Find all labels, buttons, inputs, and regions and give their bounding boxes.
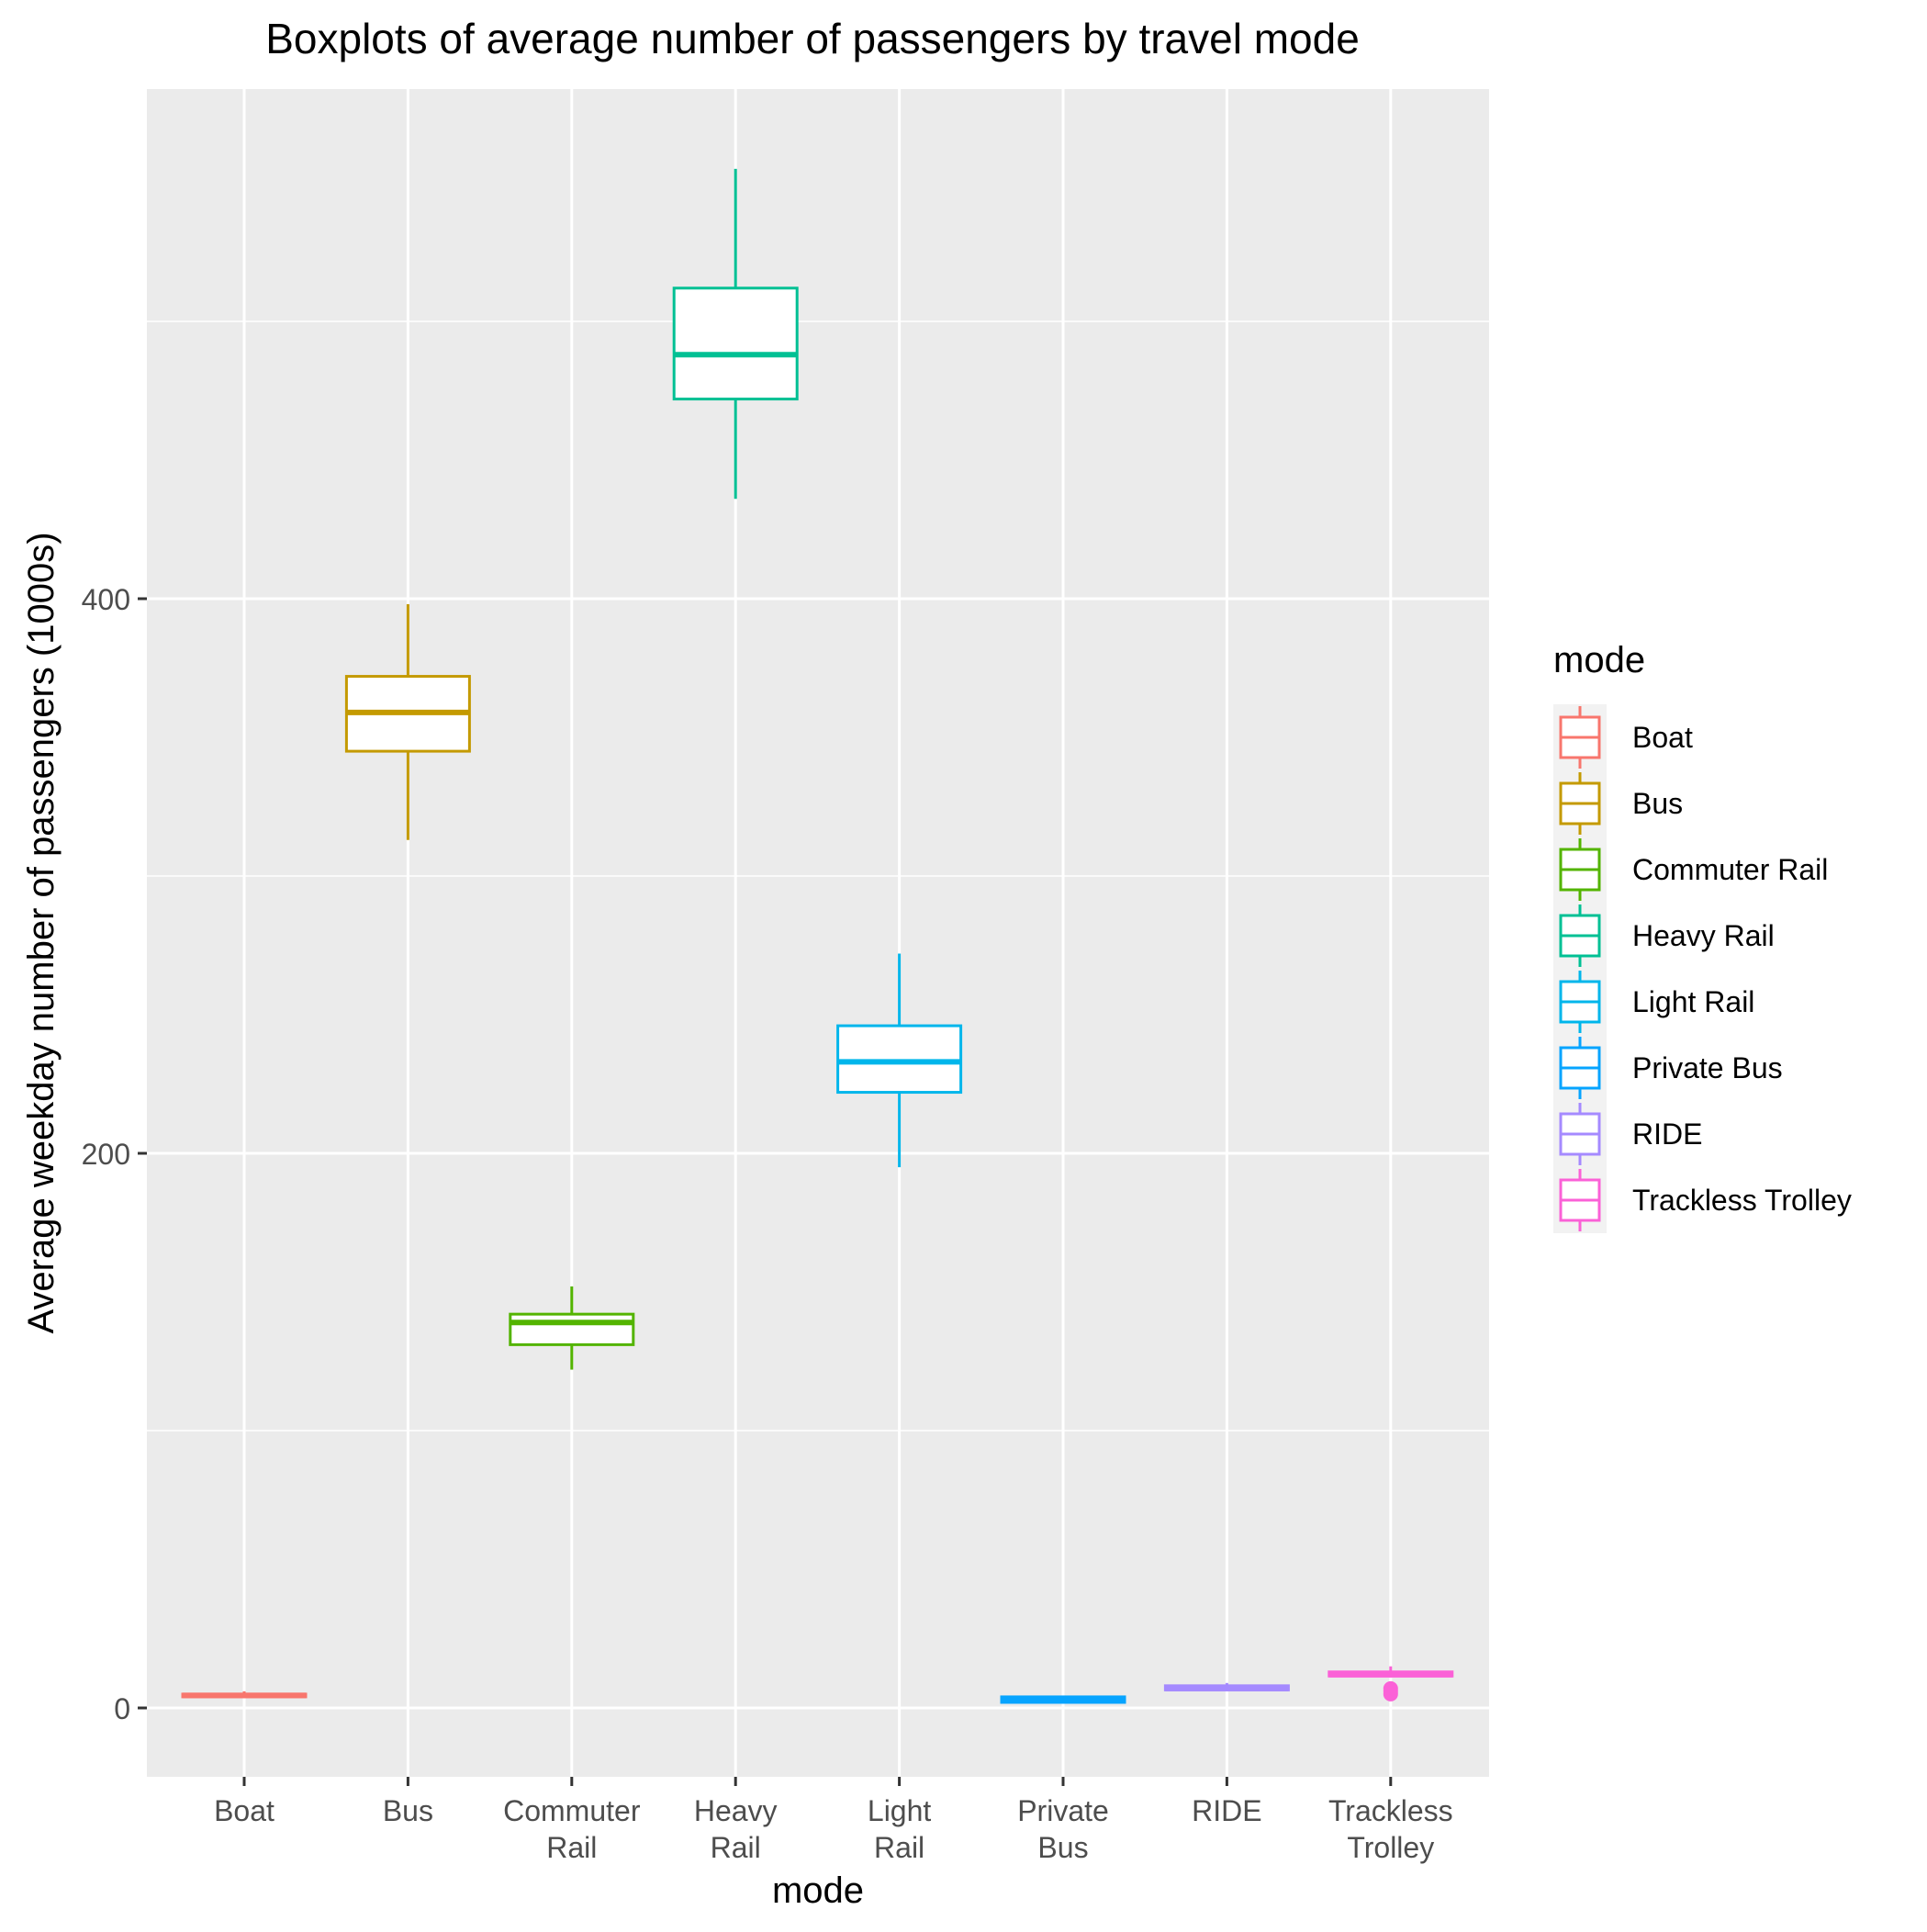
x-tick-label: Light Rail (868, 1794, 932, 1864)
box-layer (181, 168, 1454, 1704)
legend-item: Private Bus (1559, 1037, 1783, 1099)
legend-items: Boat Bus Commuter Rail Heavy Rail Light Rail… (1553, 704, 1852, 1233)
legend-label: Boat (1632, 721, 1693, 754)
x-tick-label: Trackless Trolley (1328, 1794, 1453, 1864)
legend-label: Light Rail (1632, 985, 1754, 1018)
x-tick-label: Heavy Rail (694, 1794, 778, 1864)
plot-panel (147, 89, 1489, 1777)
y-tick-label: 0 (114, 1692, 130, 1725)
box-heavy-rail (672, 168, 799, 500)
y-axis-title: Average weekday number of passengers (10… (21, 532, 62, 1333)
iqr-box (509, 1312, 635, 1346)
legend-label: Commuter Rail (1632, 853, 1828, 886)
x-tick-label: Bus (383, 1794, 433, 1827)
x-tick-label: Boat (214, 1794, 274, 1827)
y-tick-label: 400 (82, 583, 130, 616)
legend-item: RIDE (1559, 1103, 1702, 1165)
legend-item: Light Rail (1559, 971, 1754, 1033)
legend-label: Heavy Rail (1632, 919, 1775, 952)
grid-layer (147, 89, 1489, 1777)
legend-label: RIDE (1632, 1118, 1702, 1151)
iqr-box (836, 1024, 963, 1095)
box-trackless-trolley (1328, 1666, 1454, 1702)
chart-title: Boxplots of average number of passengers… (265, 15, 1360, 62)
legend-item: Boat (1559, 706, 1693, 769)
legend-item: Heavy Rail (1559, 904, 1775, 967)
legend-item: Commuter Rail (1559, 838, 1828, 901)
legend: mode Boat Bus Commuter Rail Heavy Rail Light… (1553, 640, 1852, 1233)
legend-label: Bus (1632, 787, 1683, 820)
box-light-rail (836, 953, 963, 1168)
legend-item: Trackless Trolley (1559, 1169, 1852, 1231)
iqr-box (672, 286, 799, 401)
box-commuter-rail (509, 1286, 635, 1370)
x-axis-title: mode (772, 1870, 864, 1911)
x-tick-label: Private Bus (1017, 1794, 1109, 1864)
x-tick-label: Commuter Rail (503, 1794, 641, 1864)
x-tick-label: RIDE (1192, 1794, 1261, 1827)
box-bus (344, 604, 471, 840)
legend-title: mode (1553, 640, 1645, 680)
legend-label: Trackless Trolley (1632, 1184, 1852, 1217)
y-tick-label: 200 (82, 1138, 130, 1171)
legend-label: Private Bus (1632, 1051, 1783, 1084)
legend-item: Bus (1559, 772, 1683, 835)
axis-layer: 0 200 400 Boat Bus Commuter Rail Heavy Rail Light… (82, 583, 1453, 1864)
outlier-point (1383, 1680, 1398, 1696)
box-private-bus (1000, 1695, 1126, 1704)
box-boat (181, 1690, 308, 1699)
box-ride (1163, 1682, 1290, 1691)
